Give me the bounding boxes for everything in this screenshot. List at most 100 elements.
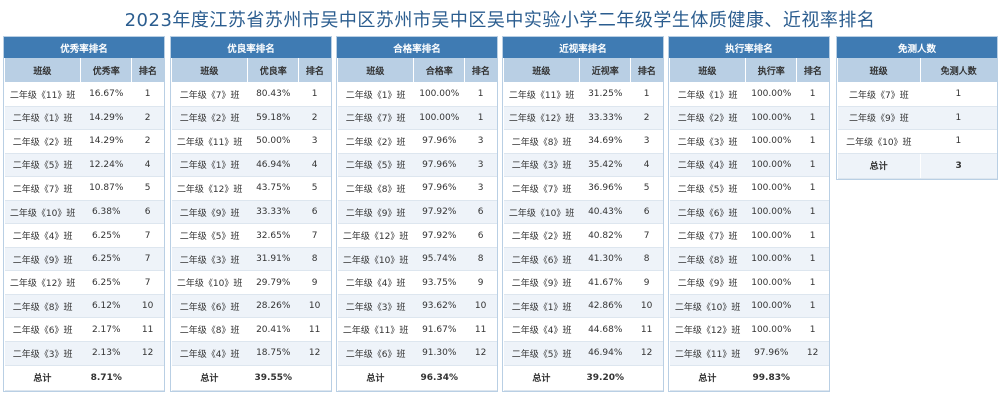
table-cell: 1 [464, 106, 497, 131]
table-row: 二年级《9》班 1 [837, 106, 997, 131]
table-cell: 100.00% [745, 200, 797, 225]
table-cell: 97.96% [413, 129, 465, 154]
table-cell: 2 [131, 129, 164, 154]
table-cell: 1 [920, 106, 997, 131]
execution-rate-panel: 执行率排名 班级 执行率 排名 二年级《1》班 100.00% 1 二年级《2》班 100.00… [668, 36, 830, 392]
table-cell: 1 [796, 294, 829, 319]
table-row: 二年级《9》班 100.00% 1 [669, 270, 829, 295]
table-cell: 二年级《3》班 [669, 129, 746, 154]
total-row: 总计 8.71% [4, 365, 164, 391]
table-row: 二年级《5》班 12.24% 4 [4, 153, 164, 178]
table-cell: 100.00% [413, 106, 465, 131]
table-row: 二年级《8》班 34.69% 3 [503, 129, 663, 154]
exempt-table: 免测人数 班级 免测人数 二年级《7》班 1 二年级《9》班 1 二年级《10》班 1 总计 3 [837, 37, 997, 179]
table-row: 二年级《1》班 14.29% 2 [4, 106, 164, 131]
table-row: 二年级《3》班 31.91% 8 [171, 247, 331, 272]
total-label: 总计 [171, 365, 249, 391]
table-row: 二年级《11》班 31.25% 1 [503, 82, 663, 107]
total-empty-cell [464, 365, 497, 391]
table-cell: 二年级《2》班 [171, 106, 248, 131]
table-cell: 12 [298, 341, 331, 366]
total-empty-cell [796, 365, 829, 391]
table-row: 二年级《4》班 93.75% 9 [337, 270, 497, 295]
table-cell: 1 [298, 82, 331, 107]
table-cell: 二年级《6》班 [4, 317, 81, 343]
table-cell: 二年级《11》班 [337, 317, 414, 343]
table-cell: 二年级《4》班 [171, 341, 248, 366]
total-label: 总计 [669, 365, 747, 391]
table-row: 二年级《11》班 16.67% 1 [4, 82, 164, 107]
table-cell: 33.33% [247, 200, 299, 225]
table-cell: 二年级《3》班 [503, 153, 580, 178]
myopia-rate-panel: 近视率排名 班级 近视率 排名 二年级《11》班 31.25% 1 二年级《12》班 33.33… [502, 36, 664, 392]
page-title: 2023年度江苏省苏州市吴中区苏州市吴中区吴中实验小学二年级学生体质健康、近视率… [124, 10, 876, 31]
table-cell: 3 [464, 153, 497, 178]
table-cell: 二年级《8》班 [4, 294, 81, 319]
table-row: 二年级《8》班 20.41% 11 [171, 317, 331, 343]
table-row: 二年级《2》班 100.00% 1 [669, 106, 829, 131]
good-rate-table: 优良率排名 班级 优良率 排名 二年级《7》班 80.43% 1 二年级《2》班 59.18% 2… [171, 37, 331, 391]
table-cell: 6 [464, 223, 497, 248]
table-cell: 二年级《5》班 [503, 341, 580, 366]
table-cell: 6 [131, 200, 164, 225]
table-cell: 二年级《4》班 [669, 153, 746, 178]
column-header: 班级 [4, 57, 82, 83]
table-cell: 二年级《6》班 [337, 341, 414, 366]
total-value: 99.83% [745, 365, 798, 391]
table-row: 二年级《6》班 28.26% 10 [171, 294, 331, 319]
table-cell: 11 [464, 317, 497, 343]
table-cell: 8 [464, 247, 497, 272]
table-cell: 93.75% [413, 270, 465, 295]
table-row: 二年级《7》班 100.00% 1 [337, 106, 497, 131]
table-cell: 7 [298, 223, 331, 248]
table-row: 二年级《12》班 43.75% 5 [171, 176, 331, 201]
table-row: 二年级《11》班 91.67% 11 [337, 317, 497, 343]
total-row: 总计 39.20% [503, 365, 663, 391]
table-cell: 二年级《12》班 [503, 106, 580, 131]
table-cell: 16.67% [80, 82, 132, 107]
table-cell: 二年级《8》班 [337, 176, 414, 201]
table-row: 二年级《4》班 18.75% 12 [171, 341, 331, 366]
total-value: 8.71% [80, 365, 133, 391]
table-row: 二年级《10》班 40.43% 6 [503, 200, 663, 225]
table-cell: 35.42% [579, 153, 631, 178]
table-cell: 1 [796, 270, 829, 295]
column-header: 班级 [337, 57, 415, 83]
table-row: 二年级《9》班 33.33% 6 [171, 200, 331, 225]
table-cell: 1 [796, 247, 829, 272]
table-cell: 二年级《11》班 [669, 341, 746, 366]
pass-rate-heading: 合格率排名 [337, 37, 497, 58]
table-cell: 100.00% [745, 129, 797, 154]
excellent-rate-table: 优秀率排名 班级 优秀率 排名 二年级《11》班 16.67% 1 二年级《1》班 14.29%… [4, 37, 164, 391]
table-row: 二年级《4》班 44.68% 11 [503, 317, 663, 343]
table-cell: 2 [298, 106, 331, 131]
good-rate-heading: 优良率排名 [171, 37, 331, 58]
column-header: 优良率 [247, 57, 300, 83]
table-row: 二年级《7》班 36.96% 5 [503, 176, 663, 201]
column-header: 排名 [464, 57, 497, 83]
table-cell: 11 [298, 317, 331, 343]
table-cell: 二年级《11》班 [171, 129, 248, 154]
table-cell: 80.43% [247, 82, 299, 107]
table-cell: 1 [920, 82, 997, 107]
table-cell: 8 [630, 247, 663, 272]
table-cell: 二年级《1》班 [4, 106, 81, 131]
column-header: 排名 [630, 57, 663, 83]
table-row: 二年级《7》班 80.43% 1 [171, 82, 331, 107]
table-cell: 二年级《7》班 [171, 82, 248, 107]
table-cell: 二年级《10》班 [171, 270, 248, 295]
table-row: 二年级《12》班 33.33% 2 [503, 106, 663, 131]
table-cell: 1 [796, 223, 829, 248]
table-cell: 97.96% [413, 176, 465, 201]
table-row: 二年级《12》班 97.92% 6 [337, 223, 497, 248]
table-cell: 二年级《11》班 [503, 82, 580, 107]
table-cell: 5 [131, 176, 164, 201]
table-cell: 10 [630, 294, 663, 319]
pass-rate-panel: 合格率排名 班级 合格率 排名 二年级《1》班 100.00% 1 二年级《7》班 100.00… [336, 36, 498, 392]
table-cell: 6.38% [80, 200, 132, 225]
table-cell: 二年级《4》班 [4, 223, 81, 248]
total-label: 总计 [837, 153, 921, 179]
table-cell: 二年级《11》班 [4, 82, 81, 107]
table-cell: 100.00% [745, 106, 797, 131]
table-row: 二年级《3》班 35.42% 4 [503, 153, 663, 178]
